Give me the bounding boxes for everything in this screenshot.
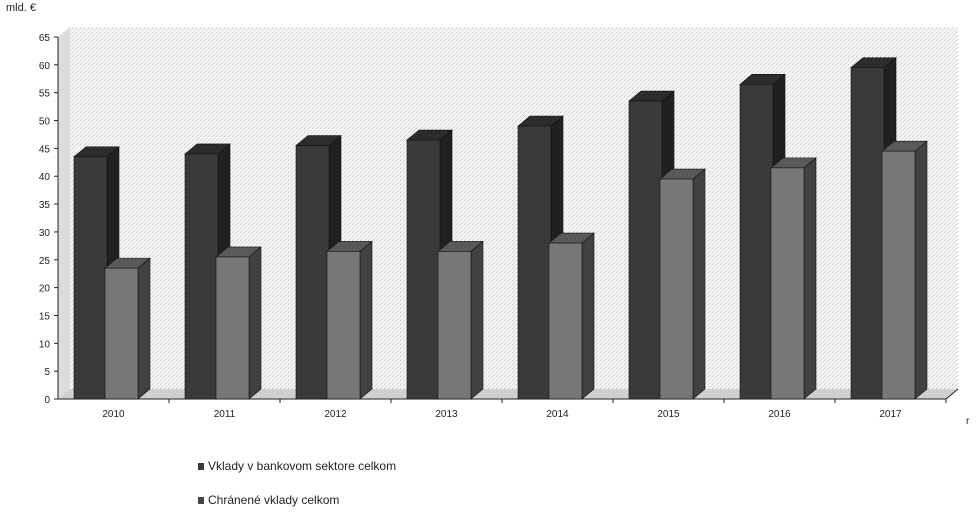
x-tick-label: 2010 bbox=[102, 409, 125, 420]
y-tick-label: 5 bbox=[44, 367, 50, 378]
x-tick-label: 2014 bbox=[546, 409, 569, 420]
legend: Vklady v bankovom sektore celkom Chránen… bbox=[198, 456, 396, 524]
bar-series-2-2011 bbox=[215, 246, 262, 400]
bar-series-2-2015 bbox=[659, 168, 706, 400]
legend-item-series-2: Chránené vklady celkom bbox=[198, 490, 396, 510]
y-tick-label: 55 bbox=[39, 89, 51, 100]
bar-series-2-2010 bbox=[104, 257, 151, 400]
y-tick-label: 30 bbox=[39, 228, 51, 239]
plot-side-wall bbox=[58, 27, 70, 399]
x-tick-label: 2013 bbox=[435, 409, 458, 420]
legend-swatch-series-1 bbox=[198, 462, 204, 470]
y-tick-label: 10 bbox=[39, 339, 51, 350]
plot-floor bbox=[58, 389, 958, 399]
bar-series-2-2012 bbox=[326, 240, 373, 400]
legend-label-series-2: Chránené vklady celkom bbox=[208, 493, 340, 507]
y-tick-label: 50 bbox=[39, 117, 51, 128]
legend-swatch-series-2 bbox=[198, 496, 204, 504]
bar-series-1-2010 bbox=[73, 146, 120, 400]
y-axis-unit-label: mld. € bbox=[6, 2, 36, 14]
y-tick-label: 35 bbox=[39, 200, 51, 211]
x-tick-label: 2015 bbox=[657, 409, 680, 420]
y-tick-label: 15 bbox=[39, 311, 51, 322]
x-axis-depth-line bbox=[945, 388, 959, 400]
bar-series-2-2016 bbox=[770, 157, 817, 400]
legend-label-series-1: Vklady v bankovom sektore celkom bbox=[208, 459, 397, 473]
bar-series-2-2017 bbox=[881, 140, 928, 400]
legend-item-series-1: Vklady v bankovom sektore celkom bbox=[198, 456, 396, 476]
x-tick-label: 2016 bbox=[768, 409, 791, 420]
y-tick-label: 40 bbox=[39, 172, 51, 183]
x-tick-label: 2012 bbox=[324, 409, 347, 420]
y-tick-label: 0 bbox=[44, 395, 50, 406]
y-tick-label: 45 bbox=[39, 144, 51, 155]
x-tick-label: 2011 bbox=[214, 409, 236, 420]
x-axis-unit-label: r bbox=[966, 416, 970, 427]
chart-svg: 0 5 10 15 20 25 30 35 40 45 50 55 60 65 2010 2011 2012 2… bbox=[39, 27, 959, 420]
bar-series-2-2014 bbox=[548, 232, 595, 400]
bar-series-2-2013 bbox=[437, 240, 484, 400]
y-tick-label: 60 bbox=[39, 61, 51, 72]
y-tick-label: 20 bbox=[39, 284, 51, 295]
x-tick-label: 2017 bbox=[879, 409, 902, 420]
chart: mld. € 0 5 10 15 20 25 30 35 40 45 50 55 60 65 2010 20… bbox=[6, 2, 970, 507]
y-tick-label: 65 bbox=[39, 33, 51, 44]
y-tick-label: 25 bbox=[39, 256, 51, 267]
